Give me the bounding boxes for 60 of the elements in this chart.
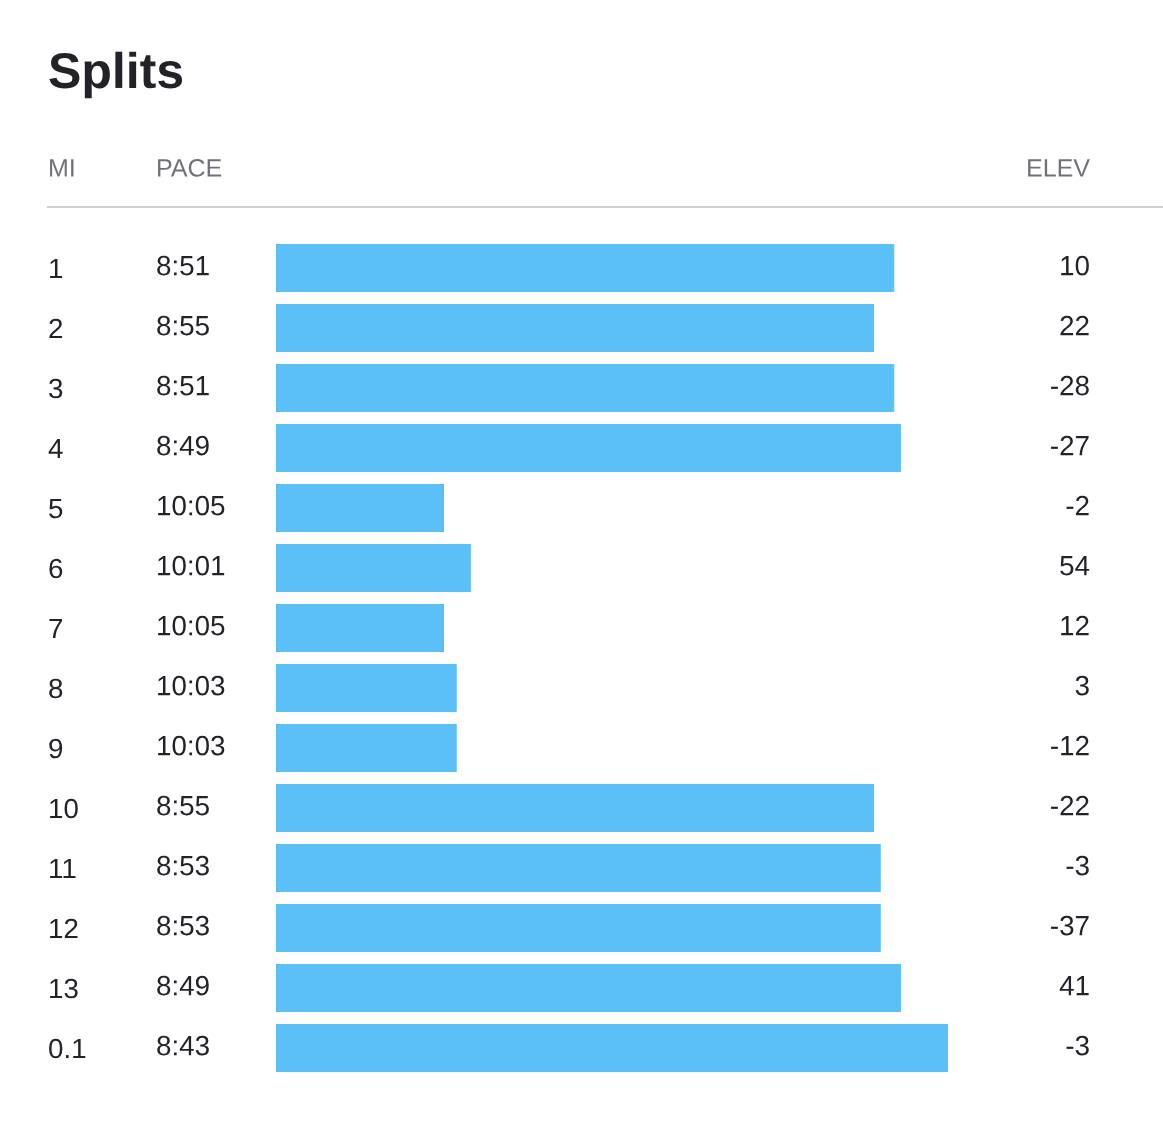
y-tick-label: 8 (49, 678, 63, 699)
y-tick-label: 2 (49, 318, 63, 339)
y-tick-label: 0.1 (49, 1038, 86, 1059)
text: -3 (1066, 855, 1089, 876)
text: 10:05 (158, 495, 225, 516)
bar (276, 604, 444, 652)
chart-title: Splits (49, 51, 183, 99)
text: -27 (1051, 435, 1089, 456)
text: 10:05 (158, 615, 225, 636)
y-tick-label: 12 (50, 918, 78, 939)
text: 22 (1060, 315, 1089, 336)
y-tick-label: 4 (48, 438, 63, 459)
text: 8:49 (157, 975, 209, 996)
text: -28 (1051, 375, 1089, 396)
bar (276, 544, 471, 592)
text: -22 (1051, 795, 1089, 816)
text: 8:51 (157, 375, 209, 396)
bar (276, 304, 875, 352)
y-tick-label: 7 (49, 618, 63, 639)
text: -3 (1066, 1035, 1089, 1056)
text: 8:51 (157, 255, 209, 276)
text: 41 (1059, 976, 1089, 996)
y-tick-label: 6 (49, 558, 63, 579)
text: -2 (1066, 495, 1089, 516)
text: 10:03 (158, 675, 225, 696)
text: 10:01 (158, 555, 225, 576)
y-tick-label: 9 (49, 738, 63, 759)
text: PACE (158, 159, 222, 177)
bar (276, 364, 895, 412)
y-tick-label: 5 (49, 498, 63, 519)
y-tick-label: 10 (50, 798, 78, 819)
text: 8:49 (157, 435, 209, 456)
text: 8:53 (157, 855, 209, 876)
bar (276, 484, 444, 532)
text: 8:55 (157, 795, 209, 816)
bar (276, 244, 895, 292)
y-tick-label: 13 (50, 978, 78, 999)
y-tick-label: 3 (49, 378, 63, 399)
bar (276, 784, 875, 832)
text: 10:03 (158, 735, 225, 756)
text: 54 (1060, 556, 1090, 576)
bar (276, 964, 901, 1012)
bar (276, 844, 881, 892)
y-axis-title: MI (50, 159, 74, 177)
bar (276, 1024, 948, 1072)
bar (276, 904, 881, 952)
text: ELEV (1028, 159, 1090, 177)
text: 3 (1075, 675, 1089, 696)
bar (276, 724, 457, 772)
text: 8:55 (157, 315, 209, 336)
y-tick-label: 11 (50, 858, 76, 879)
y-tick-label: 1 (50, 258, 63, 279)
text: 12 (1061, 615, 1089, 636)
text: 8:43 (157, 1035, 209, 1056)
text: 10 (1061, 255, 1089, 276)
text: -12 (1051, 735, 1089, 756)
text: -37 (1051, 915, 1089, 936)
bar (276, 424, 901, 472)
text: 8:53 (157, 915, 209, 936)
bar (276, 664, 457, 712)
